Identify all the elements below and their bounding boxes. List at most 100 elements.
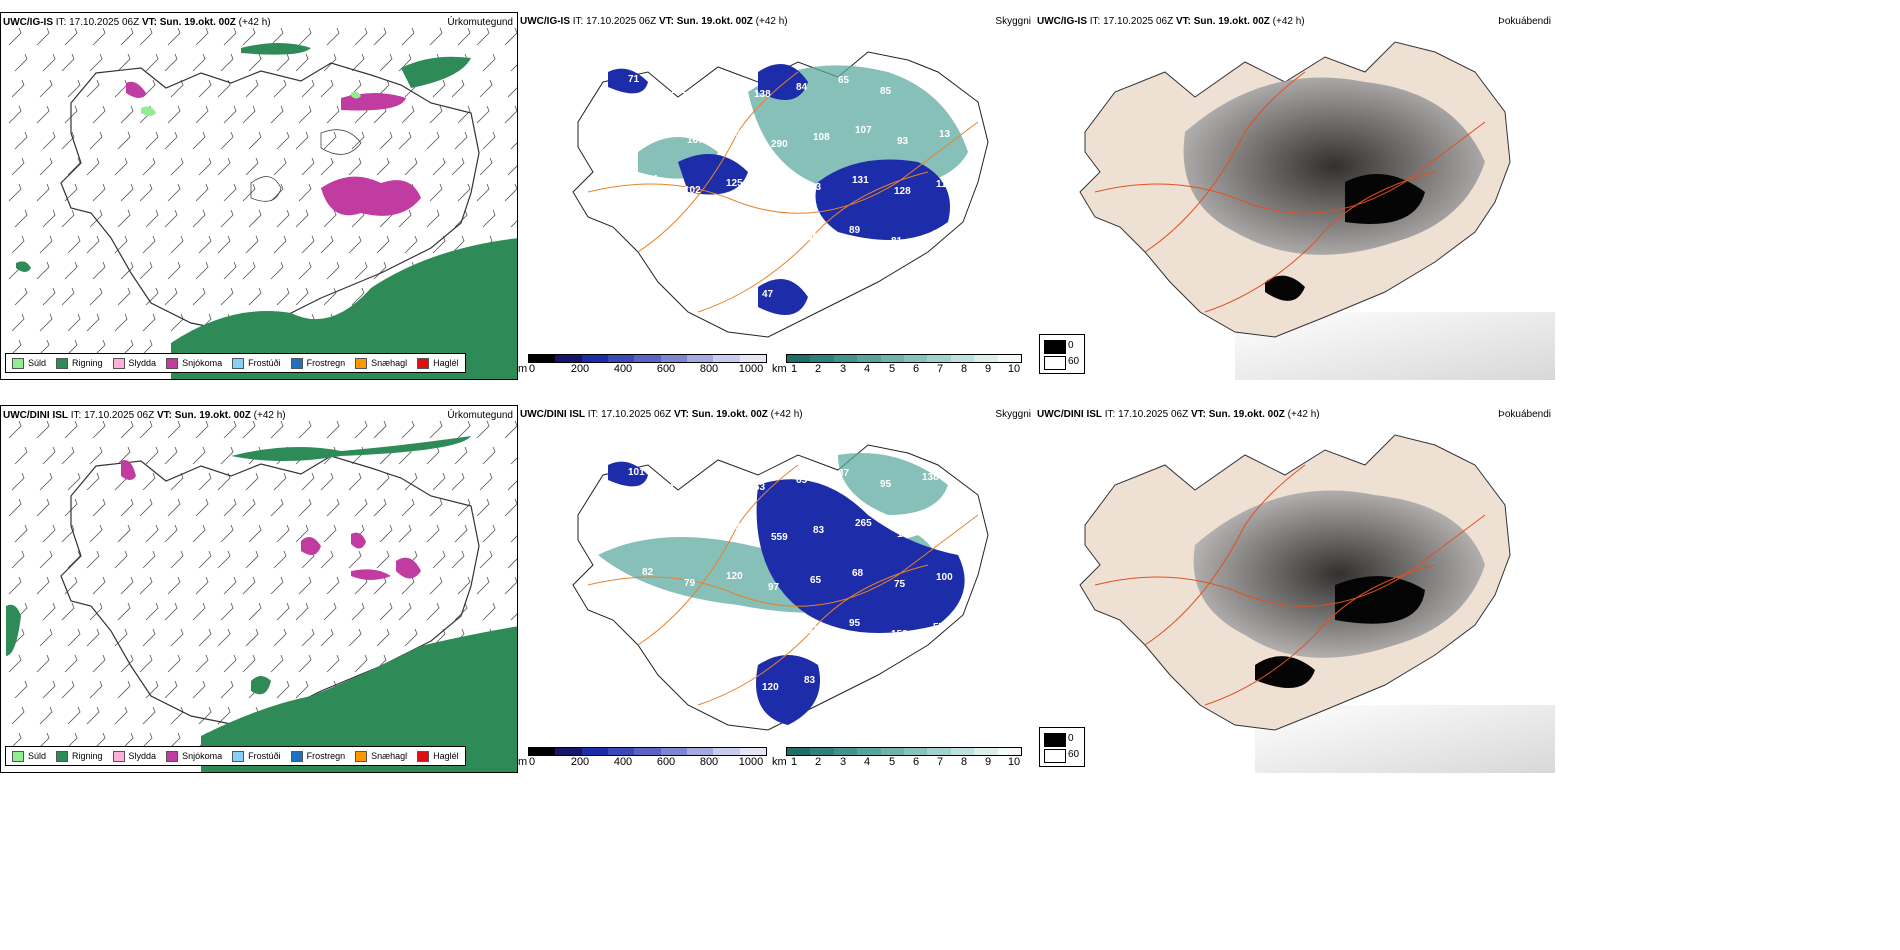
wind-barb [42,680,56,699]
visibility-value-labels: 7110233138846585711071677629010810793131… [628,74,953,300]
wind-barb [67,313,81,332]
wind-barb [117,131,131,150]
visibility-value-label: 70 [712,471,724,482]
fog-indicator-panel-dini: UWC/DINI ISL IT: 17.10.2025 06Z VT: Sun.… [1035,405,1555,773]
wind-barb [167,498,181,517]
wind-barb [8,420,22,439]
wind-barb [120,498,134,517]
visibility-value-label: 144 [678,678,695,689]
wind-barb [39,472,53,491]
wind-barb [198,472,212,491]
wind-barb [220,446,234,465]
wind-barb [510,613,517,621]
wind-barb [323,209,337,228]
wind-barb [451,472,465,491]
wind-barb [298,576,312,595]
panel-header: UWC/IG-IS IT: 17.10.2025 06Z VT: Sun. 19… [1037,16,1305,27]
wind-barb [86,706,100,725]
wind-barb [276,602,290,621]
wind-barb [39,706,53,725]
wind-barb [482,53,496,72]
wind-barb [192,53,206,72]
wind-barb [11,79,25,98]
visibility-map: 101 32 70 63 65 87 95 138 172 135 79 559 83 265 176 84 8… [572,444,989,731]
wind-barb [479,550,493,569]
wind-barb [223,498,237,517]
wind-barb [248,209,262,228]
wind-barb [376,472,390,491]
wind-barb [273,79,287,98]
precip-type-legend: Súld Rigning Slydda Snjókoma Frostúði Fr… [5,746,466,766]
wind-barb [61,287,75,306]
wind-barb [245,628,259,647]
visibility-panel-dini: UWC/DINI ISL IT: 17.10.2025 06Z VT: Sun.… [518,405,1035,773]
wind-barb [476,183,490,202]
visibility-value-label: 158 [681,235,698,246]
visibility-value-label: 120 [726,571,743,582]
wind-barb [142,472,156,491]
km-tick: 4 [863,756,871,768]
wind-barb [142,706,156,725]
wind-barb [64,654,78,673]
wind-barb [270,498,284,517]
wind-barb [92,420,106,439]
wind-barb [195,576,209,595]
wind-barb [139,498,153,517]
wind-barb [510,535,517,543]
wind-barb [398,209,412,228]
height-tick: 800 [699,363,719,375]
wind-barb [42,131,56,150]
wind-barb [354,498,368,517]
visibility-value-label: 161 [642,174,659,185]
drizzle-areas [141,91,361,116]
wind-barb [457,420,471,439]
wind-barb [117,524,131,543]
wind-barb [223,576,237,595]
visibility-value-labels: 101 32 70 63 65 87 95 138 172 135 79 559 83 265 176 84 8… [628,467,953,728]
wind-barb [348,157,362,176]
wind-barb [476,498,490,517]
visibility-value-label: 84 [796,82,808,93]
visibility-value-label: 57 [933,622,945,633]
wind-barb [323,524,337,543]
wind-barb [298,261,312,280]
wind-barb [120,420,134,439]
wind-barb [36,183,50,202]
wind-barb [92,183,106,202]
wind-barb [476,27,490,46]
fog-legend-label: 0 [1068,733,1074,744]
wind-barb [504,420,517,439]
wind-barb [401,576,415,595]
fog-legend-swatch-black [1044,733,1066,747]
wind-barb [354,654,368,673]
visibility-panel-igis: UWC/IG-IS IT: 17.10.2025 06Z VT: Sun. 19… [518,12,1035,380]
wind-barb [14,680,28,699]
wind-barb [11,472,25,491]
visibility-value-label: 79 [729,521,741,532]
wind-barb [242,654,256,673]
wind-barb [245,79,259,98]
wind-barb [139,576,153,595]
wind-barb [379,602,393,621]
visibility-value-label: 69 [768,189,780,200]
visibility-value-label: 559 [771,532,788,543]
wind-barb [223,420,237,439]
wind-barb [320,628,334,647]
wind-barb [326,498,340,517]
panel-product-title: Þokuábendi [1498,409,1551,420]
height-colorbar-unit: m [518,363,528,375]
visibility-map: 7110233138846585711071677629010810793131… [572,51,989,338]
km-tick: 8 [960,756,968,768]
wind-barb [67,79,81,98]
wind-barb [120,183,134,202]
roads [1094,464,1486,706]
panel-header: UWC/DINI ISL IT: 17.10.2025 06Z VT: Sun.… [1037,409,1320,420]
wind-barb [510,220,517,228]
km-tick: 8 [960,363,968,375]
wind-barb [198,157,212,176]
visibility-value-label: 68 [852,568,864,579]
wind-barb [373,576,387,595]
wind-barb [326,27,340,46]
wind-barb [114,157,128,176]
wind-barb [298,654,312,673]
